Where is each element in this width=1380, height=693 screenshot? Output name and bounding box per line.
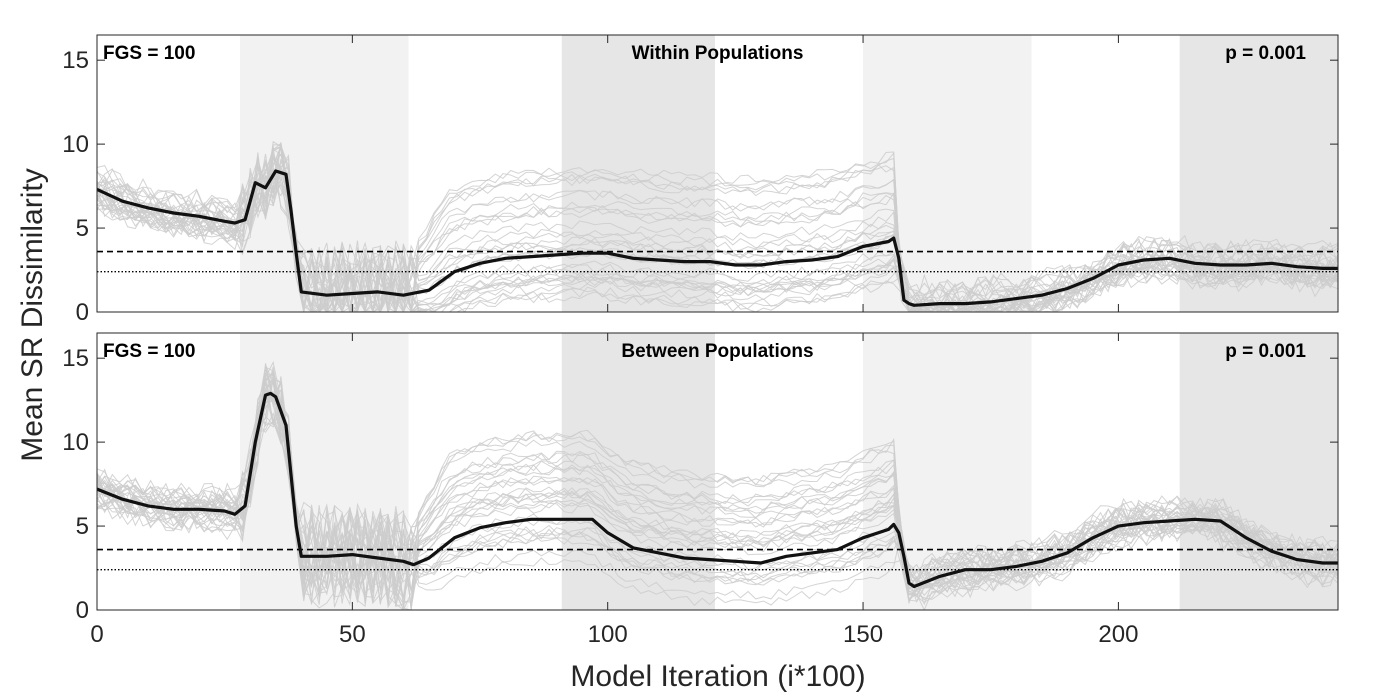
individual-runs <box>97 360 1338 610</box>
axes-frame <box>96 34 1339 313</box>
annotation-fgs: FGS = 100 <box>103 43 195 64</box>
chart-panel-2: 0 50 100 150 200 0 5 10 15 FGS = 100 Between Popul… <box>62 332 1339 648</box>
annotation-p-value: p = 0.001 <box>1225 43 1306 64</box>
x-tick-label: 50 <box>339 621 366 648</box>
y-tick-label: 5 <box>76 215 89 242</box>
run-trace <box>97 367 1338 609</box>
run-trace <box>97 372 1338 606</box>
x-tick-label: 150 <box>843 621 883 648</box>
run-trace <box>97 156 1338 312</box>
run-trace <box>97 373 1338 597</box>
run-trace <box>97 367 1338 592</box>
run-trace <box>97 142 1338 312</box>
run-trace <box>97 416 1338 605</box>
y-axis-label: Mean SR Dissimilarity <box>16 168 49 461</box>
x-tick-label: 200 <box>1098 621 1138 648</box>
chart-panel-1: 0 5 10 15 FGS = 100 Within Populations p = 0.0… <box>62 34 1339 326</box>
run-trace <box>97 169 1338 312</box>
mean-line <box>97 169 1338 307</box>
run-trace <box>97 167 1338 312</box>
annotation-p-value: p = 0.001 <box>1225 341 1306 362</box>
panel-title: Between Populations <box>621 341 813 362</box>
run-trace <box>97 160 1338 312</box>
shaded-band-2 <box>561 333 715 610</box>
run-trace <box>97 393 1338 603</box>
y-tick-label: 0 <box>76 597 89 624</box>
y-tick-label: 5 <box>76 513 89 540</box>
x-axis-label: Model Iteration (i*100) <box>570 660 865 693</box>
mean-line <box>97 391 1338 589</box>
x-tick-label: 0 <box>90 621 103 648</box>
run-trace <box>97 154 1338 312</box>
y-tick-label: 10 <box>62 131 89 158</box>
y-tick-label: 0 <box>76 299 89 326</box>
y-tick-label: 15 <box>62 47 89 74</box>
run-trace <box>97 153 1338 312</box>
run-trace <box>97 364 1338 597</box>
axes-frame <box>96 332 1339 611</box>
run-trace <box>97 377 1338 610</box>
run-trace <box>97 379 1338 604</box>
y-tick-label: 10 <box>62 429 89 456</box>
run-trace <box>97 176 1338 312</box>
x-tick-label: 100 <box>588 621 628 648</box>
panel-title: Within Populations <box>632 43 804 64</box>
y-tick-label: 15 <box>62 345 89 372</box>
annotation-fgs: FGS = 100 <box>103 341 195 362</box>
run-trace <box>97 144 1338 312</box>
shaded-band-2 <box>561 35 715 312</box>
